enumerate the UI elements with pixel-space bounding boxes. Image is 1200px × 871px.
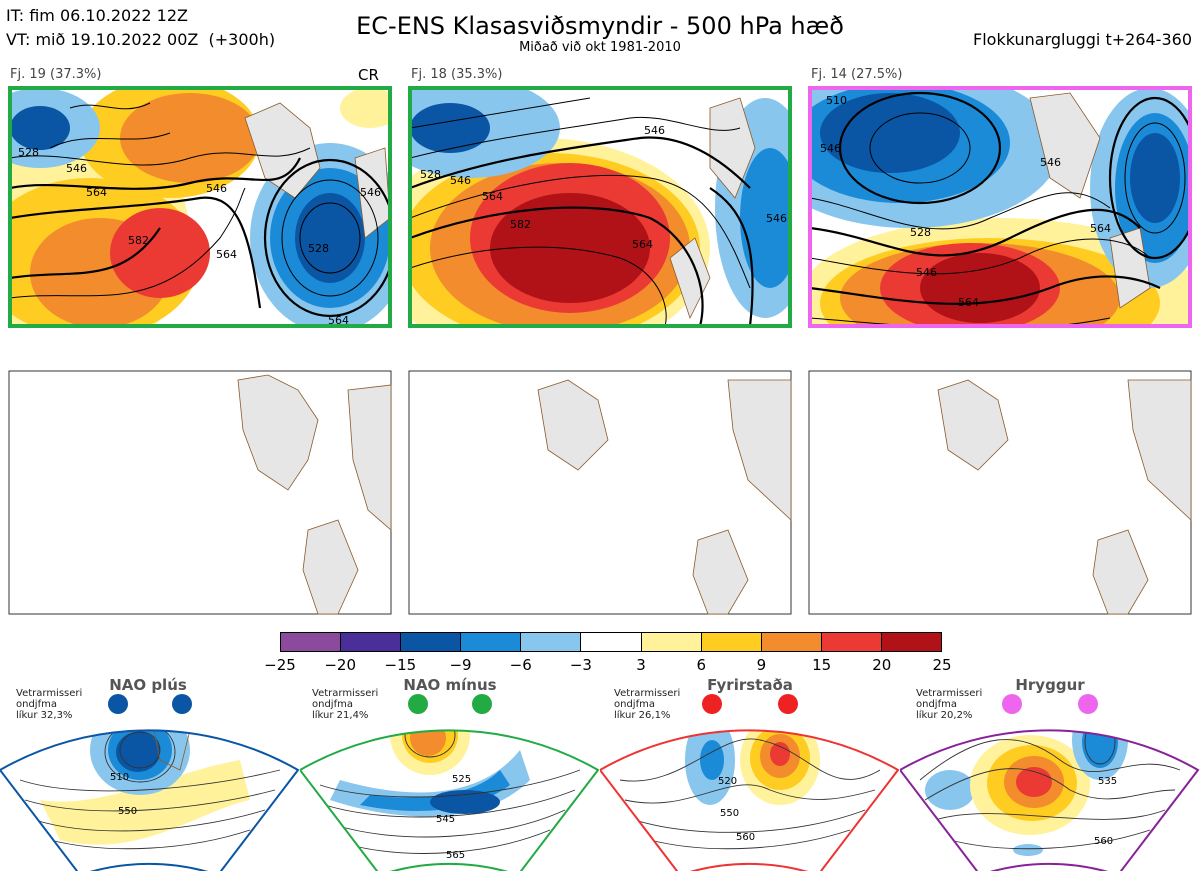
empty-map-1 <box>8 370 392 615</box>
cluster-3-contour-label: 564 <box>1090 222 1111 235</box>
cluster-3-contour-label: 546 <box>916 266 937 279</box>
cluster-2-contour-label: 546 <box>450 174 471 187</box>
colorbar-tick-label: 15 <box>812 656 832 674</box>
colorbar-swatch <box>641 633 702 651</box>
cluster-1-label: Fj. 19 (37.3%) <box>10 67 102 82</box>
cluster-1-contour-label: 546 <box>66 162 87 175</box>
regime-title-nao-plus: NAO plús <box>109 676 187 694</box>
colorbar-swatch <box>581 633 642 651</box>
regime-contour-label: 525 <box>452 774 471 785</box>
regime-map-ridge: 505 535 560 <box>900 694 1200 871</box>
cluster-1-contour-label: 546 <box>206 182 227 195</box>
cluster-1-badge: CR <box>358 66 379 84</box>
colorbar-tick-label: −25 <box>264 656 296 674</box>
colorbar-swatch <box>281 633 342 651</box>
init-time: IT: fim 06.10.2022 12Z <box>6 6 188 25</box>
cluster-3-map: 510 546 546 528 546 564 582 564 <box>808 86 1192 328</box>
cluster-1-contour-label: 564 <box>216 248 237 261</box>
colorbar-swatch <box>761 633 822 651</box>
colorbar-tick-label: 6 <box>696 656 707 674</box>
colorbar-swatch <box>881 633 942 651</box>
regime-contour-label: 535 <box>1098 776 1117 787</box>
regime-contour-label: 560 <box>736 832 755 843</box>
regime-contour-label: 550 <box>118 806 137 817</box>
regime-contour-label: 550 <box>720 808 739 819</box>
cluster-3-frame <box>808 86 1192 328</box>
regime-contour-label: 565 <box>446 850 465 861</box>
regime-prob-nao-minus: Vetrarmisseri ondjfma líkur 21,4% <box>312 688 379 721</box>
colorbar-swatch <box>821 633 882 651</box>
regime-title-ridge: Hryggur <box>1015 676 1085 694</box>
cluster-2-frame <box>408 86 792 328</box>
colorbar-tick-label: −3 <box>569 656 592 674</box>
colorbar-tick-label: 25 <box>932 656 952 674</box>
anomaly-colorbar <box>280 632 942 652</box>
classification-window: Flokkunargluggi t+264-360 <box>973 30 1192 49</box>
colorbar-tick-label: 9 <box>756 656 767 674</box>
cluster-2-contour-label: 546 <box>766 212 787 225</box>
regime-map-nao-minus: 525 545 565 <box>300 694 600 871</box>
cluster-1-contour-label: 582 <box>128 234 149 247</box>
regime-contour-label: 505 <box>1050 722 1069 733</box>
cluster-3-contour-label: 510 <box>826 94 847 107</box>
cluster-2-contour-label: 582 <box>510 218 531 231</box>
cluster-1-contour-label: 564 <box>86 186 107 199</box>
colorbar-tick-label: 20 <box>872 656 892 674</box>
colorbar-swatch <box>401 633 462 651</box>
page-title: EC-ENS Klasasviðsmyndir - 500 hPa hæð <box>356 12 844 40</box>
colorbar-swatch <box>341 633 402 651</box>
colorbar-tick-label: −20 <box>324 656 356 674</box>
cluster-3-contour-label: 546 <box>1040 156 1061 169</box>
cluster-1-contour-label: 564 <box>328 314 349 327</box>
regime-map-nao-plus: 510 550 <box>0 694 300 871</box>
cluster-2-contour-label: 546 <box>644 124 665 137</box>
colorbar-swatch <box>701 633 762 651</box>
cluster-3-label: Fj. 14 (27.5%) <box>811 67 903 82</box>
cluster-1-map: 546 564 546 582 564 528 546 528 564 <box>8 86 392 328</box>
colorbar-tick-label: −6 <box>509 656 532 674</box>
empty-map-2 <box>408 370 792 615</box>
cluster-1-contour-label: 546 <box>360 186 381 199</box>
regime-prob-ridge: Vetrarmisseri ondjfma líkur 20,2% <box>916 688 983 721</box>
cluster-3-contour-label: 528 <box>910 226 931 239</box>
cluster-1-contour-label: 528 <box>18 146 39 159</box>
regime-contour-label: 510 <box>110 772 129 783</box>
regime-title-blocking: Fyrirstaða <box>707 676 793 694</box>
cluster-1-contour-label: 528 <box>308 242 329 255</box>
regime-contour-label: 545 <box>436 814 455 825</box>
valid-time: VT: mið 19.10.2022 00Z (+300h) <box>6 30 276 49</box>
empty-map-3 <box>808 370 1192 615</box>
regime-contour-label: 520 <box>718 776 737 787</box>
page-subtitle: Miðað við okt 1981-2010 <box>519 40 681 55</box>
cluster-2-contour-label: 564 <box>482 190 503 203</box>
cluster-2-map: 528 546 546 564 582 564 546 <box>408 86 792 328</box>
colorbar-tick-label: 3 <box>636 656 646 674</box>
colorbar-swatch <box>521 633 582 651</box>
regime-prob-nao-plus: Vetrarmisseri ondjfma líkur 32,3% <box>16 688 83 721</box>
cluster-1-frame <box>8 86 392 328</box>
colorbar-swatch <box>461 633 522 651</box>
regime-title-nao-minus: NAO mínus <box>403 676 497 694</box>
cluster-3-contour-label: 564 <box>958 296 979 309</box>
cluster-2-contour-label: 528 <box>420 168 441 181</box>
colorbar-tick-label: −9 <box>449 656 472 674</box>
cluster-3-contour-label: 546 <box>820 142 841 155</box>
regime-contour-label: 560 <box>1094 836 1113 847</box>
colorbar-tick-label: −15 <box>384 656 417 674</box>
cluster-2-contour-label: 564 <box>632 238 653 251</box>
regime-prob-blocking: Vetrarmisseri ondjfma líkur 26,1% <box>614 688 681 721</box>
cluster-2-label: Fj. 18 (35.3%) <box>411 67 503 82</box>
regime-map-blocking: 520 550 560 <box>600 694 900 871</box>
